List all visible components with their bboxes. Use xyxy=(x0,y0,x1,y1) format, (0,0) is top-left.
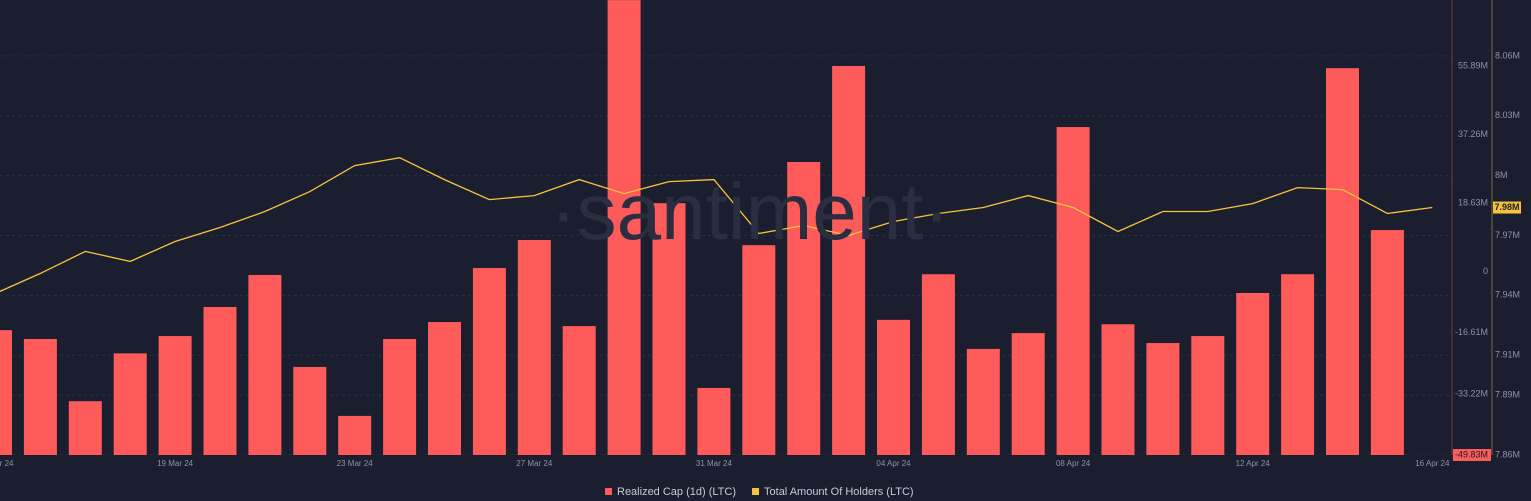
plot-area xyxy=(0,0,1452,455)
legend-swatch xyxy=(752,488,760,495)
x-tick-label: 04 Apr 24 xyxy=(876,459,911,468)
bar xyxy=(472,267,506,455)
legend-label: Realized Cap (1d) (LTC) xyxy=(617,486,736,498)
y2-tick-label: 8M xyxy=(1495,170,1508,180)
y-tick-label: -33.22M xyxy=(1455,388,1488,398)
bar xyxy=(383,338,417,455)
watermark: ·santiment· xyxy=(550,167,950,256)
y-tick-label: 18.63M xyxy=(1458,197,1488,207)
bar xyxy=(966,348,1000,455)
y-tick-label: 0 xyxy=(1483,266,1488,276)
bar xyxy=(652,203,686,455)
bar xyxy=(517,240,551,455)
y2-tick-label: 7.86M xyxy=(1495,449,1520,459)
x-tick-label: 27 Mar 24 xyxy=(516,459,553,468)
bar xyxy=(23,338,57,455)
x-tick-label: 19 Mar 24 xyxy=(157,459,194,468)
bar xyxy=(0,330,12,455)
bar xyxy=(1011,333,1045,455)
x-tick-label: 08 Apr 24 xyxy=(1056,459,1091,468)
y2-tick-label: 8.06M xyxy=(1495,50,1520,60)
bar xyxy=(293,366,327,455)
x-tick-label: 16 Apr 24 xyxy=(1415,459,1450,468)
bar xyxy=(248,274,282,455)
bar xyxy=(1191,336,1225,455)
y-tick-label: 55.89M xyxy=(1458,60,1488,70)
bar xyxy=(338,415,372,455)
bar xyxy=(1146,343,1180,455)
y2-tick-label: 7.97M xyxy=(1495,230,1520,240)
bar xyxy=(877,319,910,455)
x-tick-label: 23 Mar 24 xyxy=(337,459,374,468)
bar xyxy=(1056,127,1090,455)
bar xyxy=(921,274,955,455)
bar xyxy=(1326,68,1359,455)
line xyxy=(0,157,1433,293)
bar xyxy=(697,387,731,455)
bar xyxy=(68,401,102,455)
bar xyxy=(113,353,147,455)
legend-swatch xyxy=(605,488,612,495)
x-tick-label: 15 Mar 24 xyxy=(0,459,14,468)
value-label-badge xyxy=(1493,201,1521,214)
legend-label: Total Amount Of Holders (LTC) xyxy=(764,486,914,498)
bar xyxy=(562,326,596,455)
bar xyxy=(787,162,821,455)
bar xyxy=(158,336,192,455)
bar xyxy=(742,245,776,455)
y-tick-label: 37.26M xyxy=(1458,129,1488,139)
y2-tick-label: 7.94M xyxy=(1495,290,1520,300)
y-tick-label: -49.83M xyxy=(1455,449,1488,459)
y2-tick-label: 8.03M xyxy=(1495,110,1520,120)
bar xyxy=(832,65,866,455)
x-tick-label: 12 Apr 24 xyxy=(1236,459,1271,468)
bar xyxy=(607,0,641,455)
y2-tick-label: 7.89M xyxy=(1495,390,1520,400)
x-tick-label: 31 Mar 24 xyxy=(696,459,733,468)
value-label: 7.98M xyxy=(1494,202,1519,212)
bar xyxy=(1236,292,1270,455)
bar xyxy=(1281,274,1315,455)
y-tick-highlight xyxy=(1453,449,1491,461)
bar xyxy=(428,322,461,455)
bar xyxy=(1370,230,1404,455)
bar xyxy=(203,306,237,455)
y-tick-label: -16.61M xyxy=(1455,327,1488,337)
bar xyxy=(1101,324,1135,455)
y2-tick-label: 7.91M xyxy=(1495,350,1520,360)
